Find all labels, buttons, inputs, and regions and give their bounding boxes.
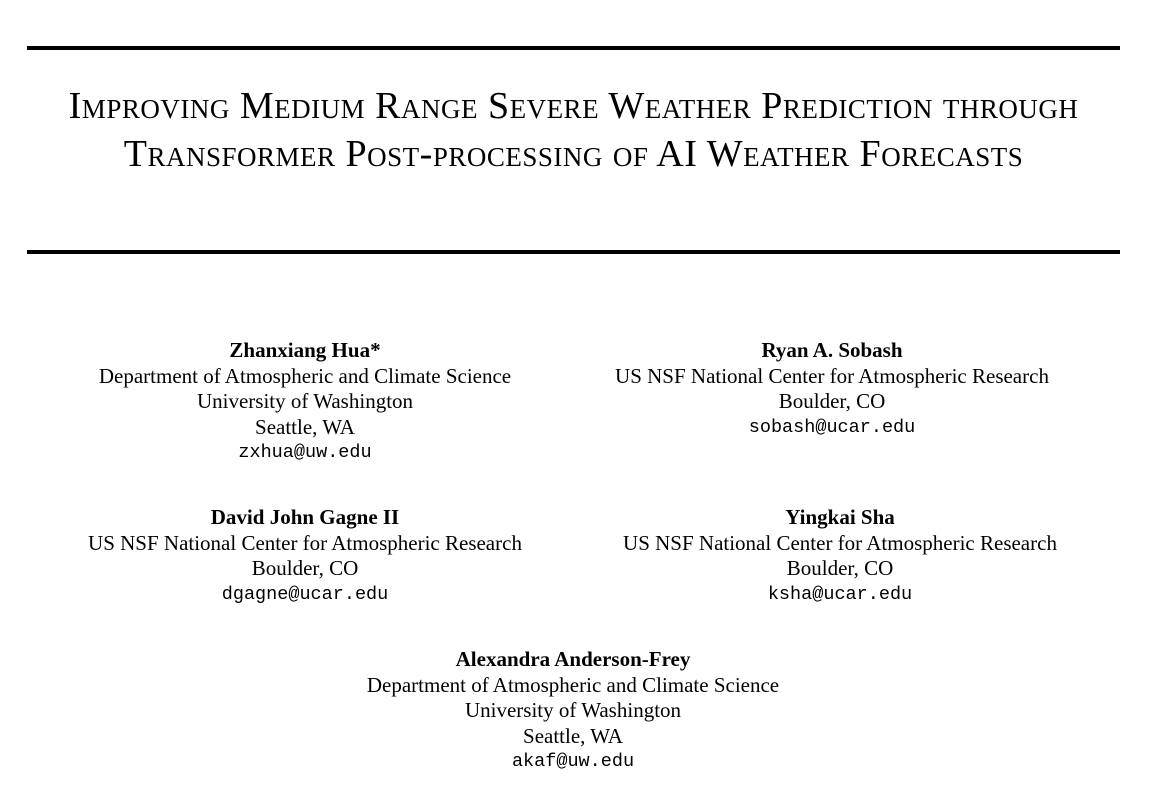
author-email: sobash@ucar.edu <box>748 416 916 438</box>
author-affiliation-line: Boulder, CO <box>251 556 359 580</box>
author-affiliation-line: Department of Atmospheric and Climate Sc… <box>366 672 780 697</box>
author-affiliation-line: US NSF National Center for Atmospheric R… <box>615 363 1049 388</box>
author-block-anderson-frey: Alexandra Anderson-Frey Department of At… <box>313 647 833 775</box>
author-affiliation-line: Boulder, CO <box>778 389 886 413</box>
author-email: dgagne@ucar.edu <box>221 583 389 605</box>
paper-title: Improving Medium Range Severe Weather Pr… <box>68 85 1079 175</box>
author-affiliation-line: Department of Atmospheric and Climate Sc… <box>98 363 512 388</box>
author-name: Ryan A. Sobash <box>761 338 903 362</box>
author-name: Yingkai Sha <box>785 505 895 529</box>
author-block-sha: Yingkai Sha US NSF National Center for A… <box>580 505 1100 607</box>
author-email: ksha@ucar.edu <box>767 583 913 605</box>
author-name: Alexandra Anderson-Frey <box>455 647 691 671</box>
author-email: akaf@uw.edu <box>511 751 635 772</box>
author-affiliation-line: Seattle, WA <box>523 723 623 748</box>
author-affiliation-line: US NSF National Center for Atmospheric R… <box>623 530 1057 555</box>
author-affiliation-line: US NSF National Center for Atmospheric R… <box>88 530 522 555</box>
title-bottom-rule <box>27 250 1120 254</box>
author-name: David John Gagne II <box>210 505 400 529</box>
author-email: zxhua@uw.edu <box>238 442 372 463</box>
author-block-hua: Zhanxiang Hua* Department of Atmospheric… <box>45 338 565 466</box>
author-affiliation-line: Boulder, CO <box>786 556 894 580</box>
title-top-rule <box>27 46 1120 50</box>
author-affiliation-line: University of Washington <box>464 698 682 722</box>
author-affiliation-line: University of Washington <box>196 389 414 413</box>
author-name: Zhanxiang Hua* <box>229 338 381 362</box>
author-block-sobash: Ryan A. Sobash US NSF National Center fo… <box>572 338 1092 440</box>
author-affiliation-line: Seattle, WA <box>255 414 355 439</box>
author-block-gagne: David John Gagne II US NSF National Cent… <box>45 505 565 607</box>
